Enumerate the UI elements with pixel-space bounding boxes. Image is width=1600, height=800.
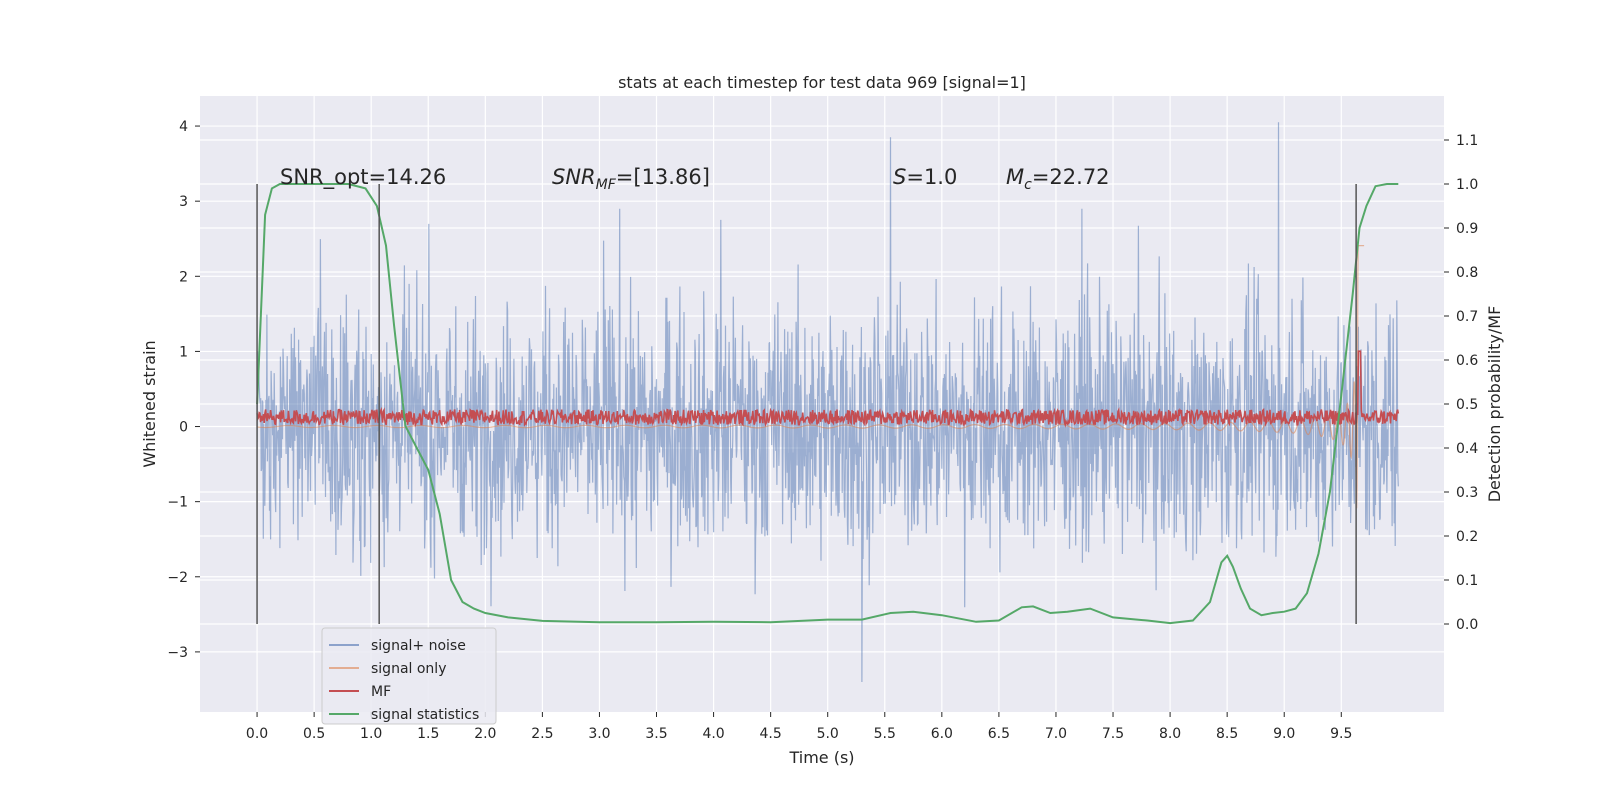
- x-tick-label: 4.5: [760, 726, 782, 742]
- legend-label: signal statistics: [371, 707, 479, 723]
- vertical-markers: [256, 184, 1357, 624]
- x-tick-label: 6.5: [988, 726, 1010, 742]
- annotation-s-prefix: S: [893, 165, 906, 189]
- y-right-tick-label: 1.1: [1456, 133, 1478, 149]
- legend-label: signal+ noise: [371, 638, 466, 654]
- y-right-tick-label: 0.4: [1456, 441, 1478, 457]
- legend-label: MF: [371, 684, 391, 700]
- x-tick-labels: 0.0 0.5 1.0 1.5 2.0 2.5 3.0 3.5 4.0 4.5 5.0 5.5 6.0 6…: [246, 712, 1352, 742]
- y-right-axis-label: Detection probability/MF: [1485, 306, 1504, 503]
- y-right-tick-labels: 0.0 0.1 0.2 0.3 0.4 0.5 0.6 0.7 0.8 0.9 1.0 1.1: [1444, 133, 1478, 633]
- series-layer: [256, 122, 1400, 683]
- y-right-tick-label: 1.0: [1456, 177, 1478, 193]
- annotation-mc-sub: c: [1024, 177, 1032, 193]
- y-left-tick-label: 3: [179, 194, 188, 210]
- legend-box: [321, 627, 497, 725]
- y-right-tick-label: 0.5: [1456, 397, 1478, 413]
- x-tick-label: 3.5: [645, 726, 667, 742]
- x-tick-label: 5.5: [874, 726, 896, 742]
- y-right-tick-label: 0.3: [1456, 485, 1478, 501]
- annotation-mc: Mc=22.72: [1006, 165, 1110, 193]
- annotation-snr-mf-suffix: =[13.86]: [616, 165, 710, 189]
- annotation-s-suffix: =1.0: [906, 165, 957, 189]
- y-right-tick-label: 0.9: [1456, 221, 1478, 237]
- y-left-tick-label: −1: [167, 495, 188, 511]
- x-tick-label: 8.0: [1159, 726, 1181, 742]
- x-tick-label: 4.0: [702, 726, 724, 742]
- x-tick-label: 0.0: [246, 726, 268, 742]
- annotation-s: S=1.0: [893, 165, 957, 189]
- annotation-snr-opt: SNR_opt=14.26: [280, 165, 446, 190]
- y-left-tick-label: −3: [167, 645, 188, 661]
- chart-title: stats at each timestep for test data 969…: [618, 73, 1026, 92]
- x-tick-label: 7.0: [1045, 726, 1067, 742]
- x-tick-label: 3.0: [588, 726, 610, 742]
- y-right-tick-label: 0.0: [1456, 617, 1478, 633]
- y-left-axis-label: Whitened strain: [140, 340, 159, 467]
- y-right-tick-label: 0.8: [1456, 265, 1478, 281]
- x-tick-label: 2.0: [474, 726, 496, 742]
- y-left-tick-label: 2: [179, 269, 188, 285]
- y-left-tick-label: 0: [179, 420, 188, 436]
- x-axis-label: Time (s): [788, 748, 854, 767]
- y-right-tick-label: 0.6: [1456, 353, 1478, 369]
- annotation-snr-mf-sub: MF: [596, 177, 617, 193]
- x-tick-label: 9.5: [1330, 726, 1352, 742]
- y-right-tick-label: 0.7: [1456, 309, 1478, 325]
- annotation-snr-mf: SNRMF=[13.86]: [552, 165, 710, 193]
- legend: signal+ noise signal only MF signal statist…: [321, 627, 497, 725]
- annotation-snr-mf-prefix: SNR: [552, 165, 596, 189]
- x-tick-label: 5.0: [817, 726, 839, 742]
- y-left-tick-label: 1: [179, 344, 188, 360]
- y-left-tick-label: −2: [167, 570, 188, 586]
- signal-statistics-line: [256, 183, 1399, 625]
- x-tick-label: 1.0: [360, 726, 382, 742]
- signal-only-line: [257, 245, 1365, 509]
- mf-line: [256, 350, 1400, 428]
- x-tick-label: 2.5: [531, 726, 553, 742]
- annotations: SNR_opt=14.26 SNRMF=[13.86] S=1.0 Mc=22.…: [280, 165, 1110, 193]
- y-right-tick-label: 0.2: [1456, 529, 1478, 545]
- x-tick-label: 6.0: [931, 726, 953, 742]
- y-left-tick-label: 4: [179, 119, 188, 135]
- annotation-mc-prefix: M: [1006, 165, 1024, 189]
- x-tick-label: 8.5: [1216, 726, 1238, 742]
- annotation-mc-suffix: =22.72: [1032, 165, 1110, 189]
- y-left-tick-labels: −3 −2 −1 0 1 2 3 4: [167, 119, 200, 661]
- x-tick-label: 9.0: [1273, 726, 1295, 742]
- x-tick-label: 7.5: [1102, 726, 1124, 742]
- x-tick-label: 0.5: [303, 726, 325, 742]
- y-right-tick-label: 0.1: [1456, 573, 1478, 589]
- x-tick-label: 1.5: [417, 726, 439, 742]
- legend-label: signal only: [371, 661, 446, 677]
